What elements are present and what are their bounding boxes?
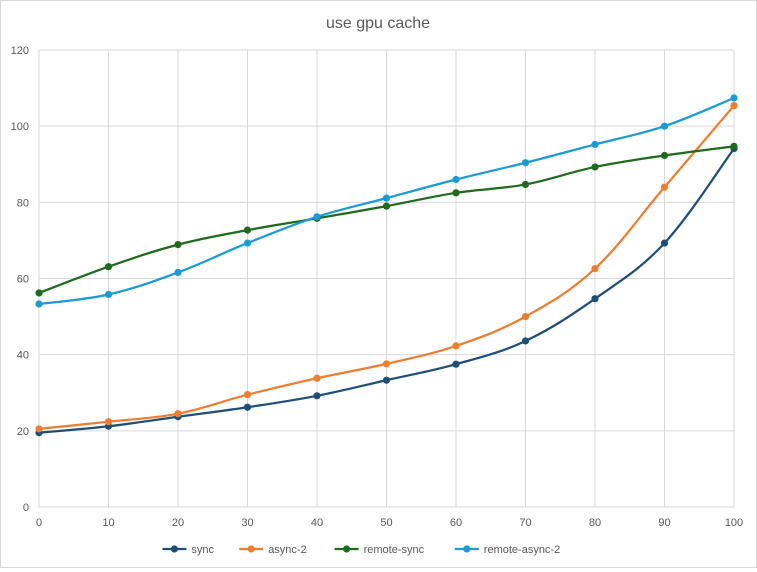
data-point (174, 241, 182, 249)
data-point (660, 122, 669, 130)
data-point (591, 140, 599, 149)
data-point (521, 312, 530, 321)
data-point (591, 295, 599, 303)
data-point (243, 391, 252, 399)
series-remote-async-2 (35, 94, 738, 308)
data-point (452, 360, 460, 368)
data-point (591, 264, 599, 273)
x-tick-label: 100 (725, 517, 743, 529)
data-point (591, 163, 599, 171)
x-tick-label: 30 (241, 517, 253, 529)
legend-entry-remote-async-2: remote-async-2 (454, 544, 560, 556)
data-point (35, 300, 43, 308)
data-point (382, 376, 391, 384)
y-tick-label: 80 (17, 197, 29, 209)
y-tick-label: 100 (11, 121, 29, 133)
data-point (660, 151, 669, 160)
y-tick-label: 60 (17, 274, 29, 286)
legend-label: remote-async-2 (484, 544, 560, 556)
series-line (38, 147, 735, 434)
legend-swatch-marker (247, 545, 255, 553)
legend-label: async-2 (268, 544, 307, 556)
y-tick-label: 20 (17, 426, 29, 438)
data-point (243, 226, 252, 234)
data-point (104, 418, 113, 426)
data-point (313, 213, 321, 221)
data-point (174, 410, 182, 418)
data-point (382, 202, 391, 210)
data-point (313, 392, 321, 400)
grid (38, 49, 735, 508)
data-point (452, 189, 460, 197)
legend-swatch-marker (170, 545, 178, 553)
x-tick-label: 20 (172, 517, 184, 529)
data-point (730, 94, 738, 102)
series-lines (35, 94, 738, 437)
chart-title: use gpu cache (326, 15, 430, 32)
data-point (243, 239, 252, 247)
legend-label: sync (191, 544, 214, 556)
data-point (521, 180, 530, 189)
data-point (382, 360, 391, 368)
data-point (35, 289, 43, 297)
x-tick-label: 40 (311, 517, 323, 529)
y-tick-label: 120 (11, 45, 29, 57)
legend-entry-async-2: async-2 (239, 544, 307, 556)
x-tick-label: 60 (450, 517, 462, 529)
data-point (243, 403, 252, 411)
series-remote-sync (35, 142, 738, 297)
legend-swatch-marker (463, 545, 471, 553)
data-point (730, 142, 738, 150)
data-point (452, 342, 460, 350)
x-tick-label: 90 (658, 517, 670, 529)
data-point (521, 337, 530, 345)
legend-label: remote-sync (364, 544, 425, 556)
y-tick-label: 0 (23, 502, 29, 514)
x-tick-label: 50 (380, 517, 392, 529)
data-point (35, 425, 43, 433)
x-tick-label: 70 (519, 517, 531, 529)
series-line (38, 104, 735, 431)
x-tick-label: 80 (589, 517, 601, 529)
legend: sync async-2 remote-sync remote-async-2 (162, 544, 560, 556)
x-tick-label: 10 (102, 517, 114, 529)
data-point (452, 175, 460, 184)
axis-tick-labels: 0 20 40 60 80 100 120 0 10 20 30 40 50 60 70 80 90 100 (11, 45, 744, 529)
legend-swatch-marker (343, 545, 351, 553)
data-point (521, 159, 530, 167)
data-point (382, 194, 391, 202)
data-point (104, 263, 113, 271)
data-point (660, 239, 669, 247)
series-async-2 (35, 102, 738, 433)
data-point (660, 183, 669, 191)
legend-entry-remote-sync: remote-sync (334, 544, 425, 556)
data-point (313, 374, 321, 382)
data-point (730, 102, 738, 110)
legend-entry-sync: sync (162, 544, 215, 556)
x-tick-label: 0 (36, 517, 42, 529)
data-point (174, 268, 182, 277)
data-point (104, 290, 113, 299)
y-tick-label: 40 (17, 350, 29, 362)
